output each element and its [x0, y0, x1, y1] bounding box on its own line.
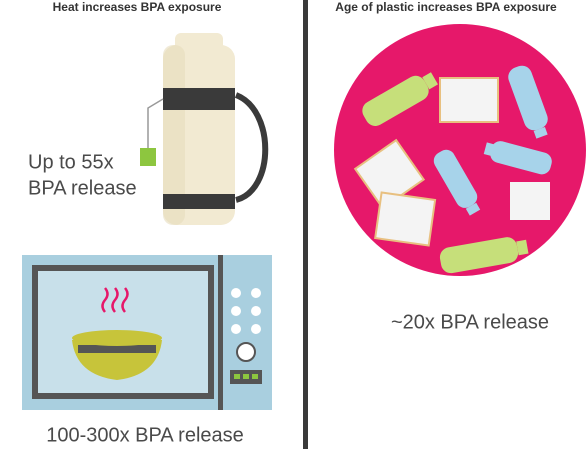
left-title: Heat increases BPA exposure	[53, 0, 222, 14]
thermos-caption: Up to 55x	[28, 151, 114, 173]
thermos-caption: BPA release	[28, 177, 137, 199]
right-title: Age of plastic increases BPA exposure	[335, 0, 557, 14]
microwave-caption: 100-300x BPA release	[46, 424, 244, 446]
divider	[303, 0, 308, 449]
microwave	[22, 255, 272, 410]
right-caption: ~20x BPA release	[391, 311, 549, 333]
plastics-circle	[334, 24, 586, 276]
thermos	[140, 33, 269, 225]
